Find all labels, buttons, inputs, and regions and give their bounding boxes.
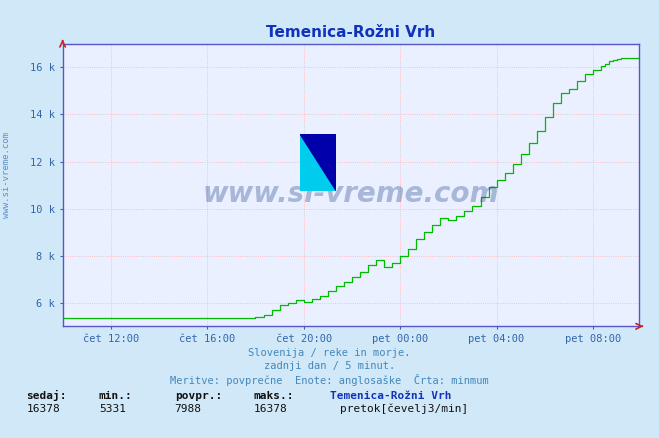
Text: Slovenija / reke in morje.: Slovenija / reke in morje. xyxy=(248,348,411,358)
Text: min.:: min.: xyxy=(99,391,132,401)
Text: 16378: 16378 xyxy=(254,404,287,414)
Title: Temenica-Rožni Vrh: Temenica-Rožni Vrh xyxy=(266,25,436,40)
Text: zadnji dan / 5 minut.: zadnji dan / 5 minut. xyxy=(264,361,395,371)
Text: 16378: 16378 xyxy=(26,404,60,414)
Polygon shape xyxy=(300,134,336,191)
Text: www.si-vreme.com: www.si-vreme.com xyxy=(203,180,499,208)
Polygon shape xyxy=(300,134,336,191)
Text: Meritve: povprečne  Enote: anglosaške  Črta: minmum: Meritve: povprečne Enote: anglosaške Črt… xyxy=(170,374,489,386)
Text: Temenica-Rožni Vrh: Temenica-Rožni Vrh xyxy=(330,391,451,401)
Polygon shape xyxy=(300,134,336,191)
Text: 7988: 7988 xyxy=(175,404,202,414)
Text: sedaj:: sedaj: xyxy=(26,390,67,401)
Text: www.si-vreme.com: www.si-vreme.com xyxy=(2,132,11,218)
Text: pretok[čevelj3/min]: pretok[čevelj3/min] xyxy=(340,403,469,414)
Text: 5331: 5331 xyxy=(99,404,126,414)
Text: povpr.:: povpr.: xyxy=(175,391,222,401)
Text: maks.:: maks.: xyxy=(254,391,294,401)
